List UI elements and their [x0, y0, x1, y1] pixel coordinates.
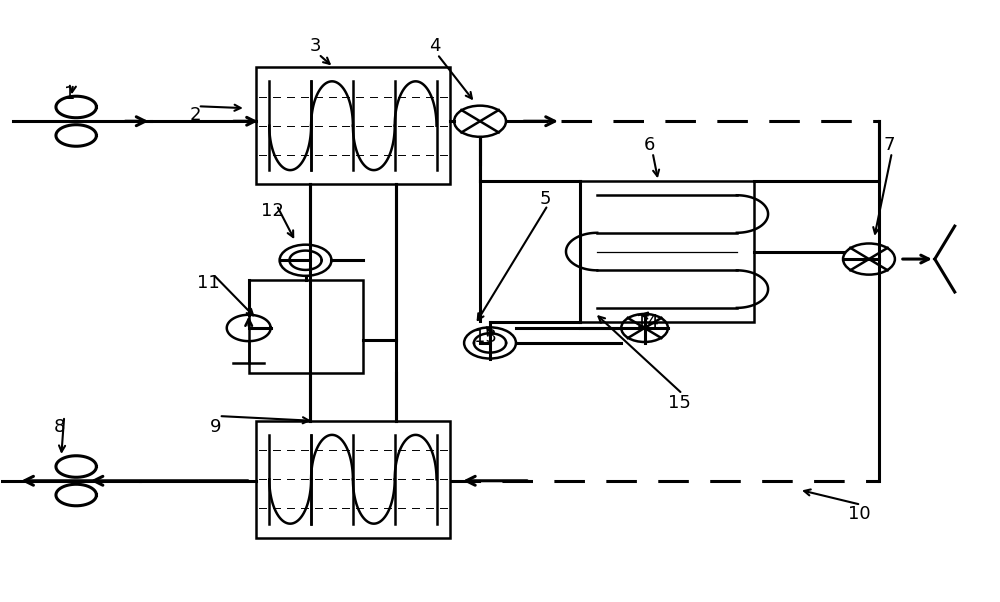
- Bar: [256, 67, 450, 184]
- Text: 14: 14: [636, 313, 659, 331]
- Text: 3: 3: [310, 37, 321, 55]
- Text: 4: 4: [429, 37, 441, 55]
- Text: 9: 9: [210, 418, 222, 436]
- Text: 5: 5: [539, 190, 551, 208]
- Bar: [256, 421, 450, 538]
- Text: 10: 10: [848, 504, 870, 523]
- Text: 12: 12: [261, 202, 284, 220]
- Bar: [249, 280, 363, 373]
- Text: 2: 2: [190, 106, 202, 124]
- Text: 7: 7: [883, 136, 895, 154]
- Bar: [580, 181, 754, 322]
- Text: 6: 6: [644, 136, 655, 154]
- Text: 1: 1: [64, 85, 75, 104]
- Text: 8: 8: [54, 418, 65, 436]
- Text: 15: 15: [668, 394, 691, 412]
- Text: 11: 11: [197, 274, 220, 292]
- Text: 13: 13: [474, 328, 496, 346]
